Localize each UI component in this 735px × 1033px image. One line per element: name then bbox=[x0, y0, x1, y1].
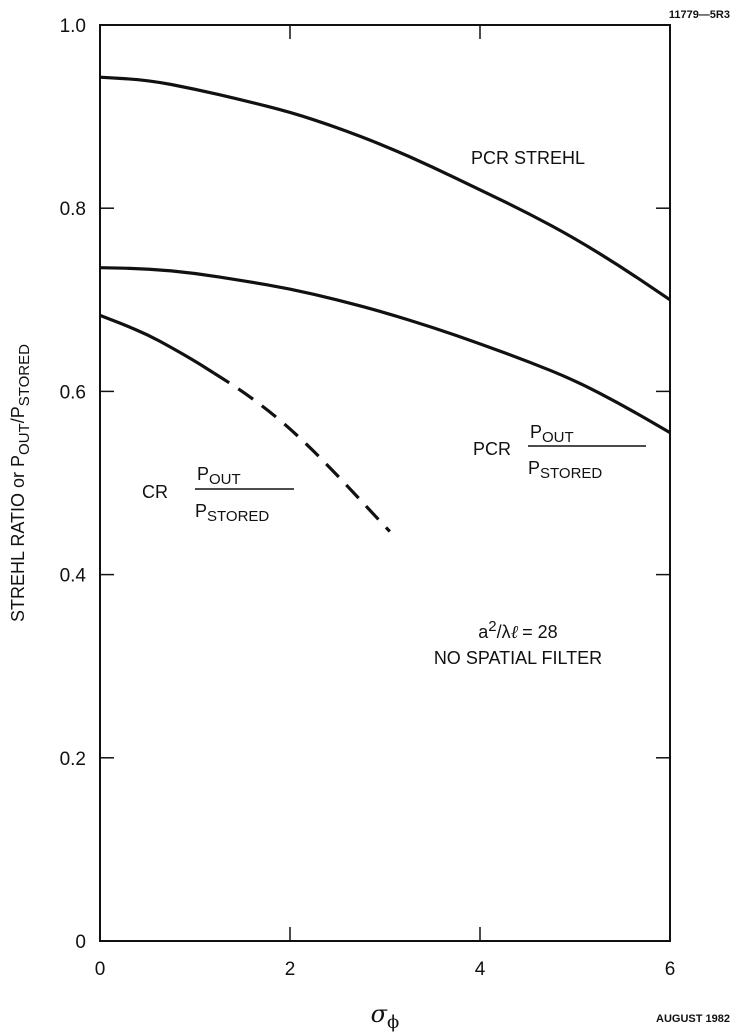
x-tick-labels: 0 2 4 6 bbox=[95, 959, 676, 980]
x-tick-label: 0 bbox=[95, 959, 106, 980]
y-tick-label: 0.8 bbox=[60, 199, 86, 220]
svg-text:POUT: POUT bbox=[197, 464, 241, 488]
series-label-cr-pout: CR POUT PSTORED bbox=[142, 464, 294, 525]
annotation-ratio: a2/λℓ = 28 bbox=[478, 618, 557, 643]
y-tick-label: 1.0 bbox=[60, 16, 86, 37]
series-line-pcr_pout bbox=[99, 266, 671, 434]
y-tick-labels: 0 0.2 0.4 0.6 0.8 1.0 bbox=[60, 16, 87, 953]
plot-frame bbox=[99, 24, 671, 942]
series-label-pcr-pout: PCR POUT PSTORED bbox=[473, 422, 646, 482]
svg-text:PCR: PCR bbox=[473, 439, 511, 459]
x-axis-title: σϕ bbox=[371, 1000, 400, 1033]
axis-ticks bbox=[100, 25, 670, 941]
series-layer bbox=[99, 75, 671, 533]
x-tick-label: 4 bbox=[475, 959, 486, 980]
series-line-cr_pout-solid bbox=[99, 313, 215, 375]
svg-text:PSTORED: PSTORED bbox=[195, 501, 269, 525]
y-tick-label: 0.2 bbox=[60, 749, 86, 770]
x-tick-label: 6 bbox=[665, 959, 676, 980]
svg-text:PSTORED: PSTORED bbox=[528, 458, 602, 482]
y-tick-label: 0.6 bbox=[60, 382, 86, 403]
date-label: AUGUST 1982 bbox=[656, 1013, 730, 1025]
series-label-pcr-strehl: PCR STREHL bbox=[471, 148, 585, 168]
annotation-filter: NO SPATIAL FILTER bbox=[434, 648, 602, 668]
series-line-pcr_strehl bbox=[99, 75, 671, 302]
figure-id: 11779—5R3 bbox=[669, 9, 730, 21]
series-line-cr_pout-dashed bbox=[213, 371, 391, 533]
y-tick-label: 0 bbox=[75, 932, 86, 953]
y-axis-title: STREHL RATIO or POUT/PSTORED bbox=[8, 344, 33, 622]
x-tick-label: 2 bbox=[285, 959, 296, 980]
y-tick-label: 0.4 bbox=[60, 566, 87, 587]
svg-text:CR: CR bbox=[142, 482, 168, 502]
svg-text:POUT: POUT bbox=[530, 422, 574, 446]
